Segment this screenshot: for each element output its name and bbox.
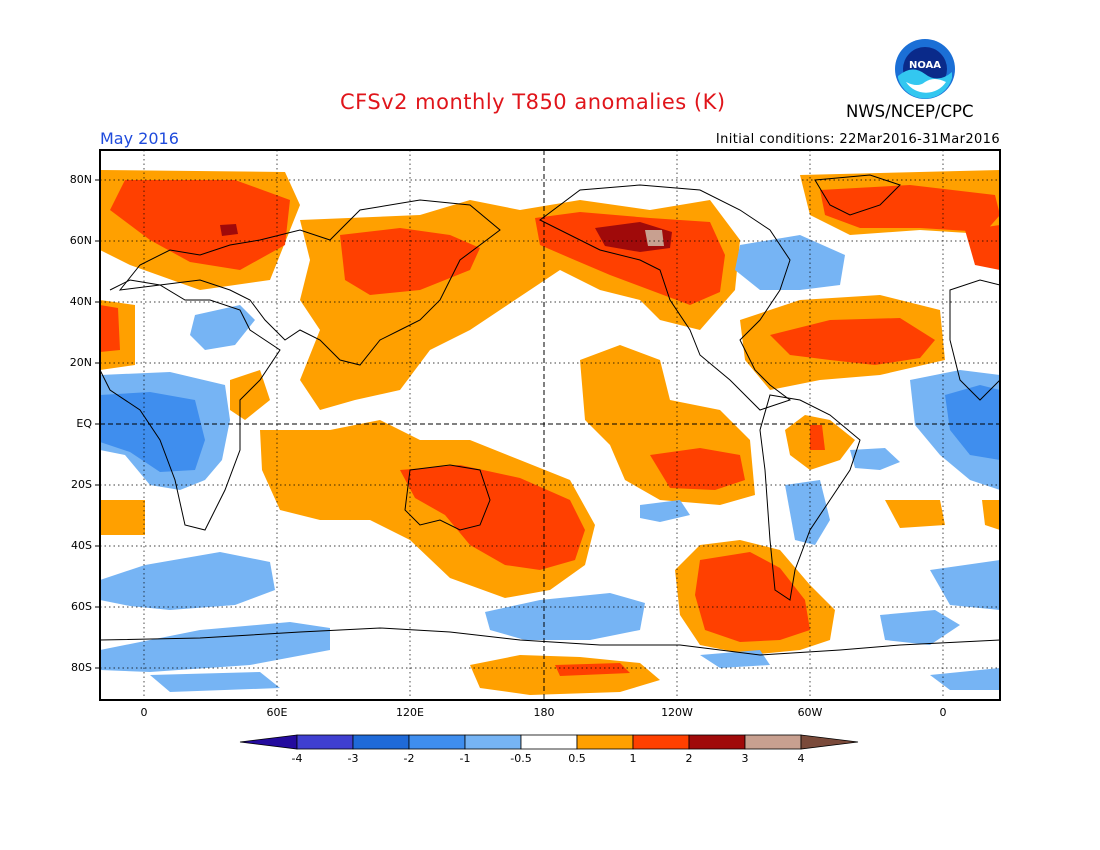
lat-tick-label: 20N — [69, 356, 92, 369]
colorbar-tick-label: 1 — [629, 752, 637, 765]
lon-tick-label: 0 — [939, 706, 947, 719]
colorbar-tick-label: -2 — [403, 752, 415, 765]
colorbar-tick-label: -3 — [347, 752, 359, 765]
colorbar-swatch — [408, 734, 466, 750]
lat-tick-label: 20S — [71, 478, 92, 491]
colorbar-arrow-low — [239, 734, 298, 750]
lat-tick-label: 40S — [71, 539, 92, 552]
colorbar-tick-label: 4 — [797, 752, 805, 765]
colorbar-tick-label: 0.5 — [568, 752, 586, 765]
colorbar-tick-label: -4 — [291, 752, 303, 765]
colorbar-swatch — [520, 734, 578, 750]
chart-title: CFSv2 monthly T850 anomalies (K) — [340, 90, 726, 114]
lat-tick-label: 40N — [69, 295, 92, 308]
lat-tick-label: 60S — [71, 600, 92, 613]
colorbar-swatch — [576, 734, 634, 750]
lat-tick-label: 80S — [71, 661, 92, 674]
map-frame — [99, 149, 1001, 701]
coastlines — [100, 174, 1000, 656]
colorbar-swatch — [296, 734, 354, 750]
colorbar-tick-label: -0.5 — [510, 752, 532, 765]
colorbar-tick-label: 2 — [685, 752, 693, 765]
colorbar-swatch — [688, 734, 746, 750]
graticule — [100, 150, 1000, 700]
colorbar-tick-label: -1 — [459, 752, 471, 765]
colorbar-swatch — [632, 734, 690, 750]
lon-tick-label: 120E — [396, 706, 424, 719]
lat-tick-label: EQ — [76, 417, 92, 430]
month-label: May 2016 — [100, 129, 179, 148]
lon-tick-label: 180 — [533, 706, 555, 719]
lon-tick-label: 0 — [140, 706, 148, 719]
anomaly-fields — [100, 150, 1000, 700]
colorbar-swatch — [744, 734, 802, 750]
agency-label: NWS/NCEP/CPC — [846, 102, 974, 121]
logo-text: NOAA — [909, 60, 941, 71]
lat-tick-label: 80N — [69, 173, 92, 186]
colorbar-swatch — [464, 734, 522, 750]
noaa-logo: NOAA — [894, 38, 956, 100]
lon-tick-label: 120W — [661, 706, 693, 719]
lon-tick-label: 60E — [266, 706, 288, 719]
colorbar — [239, 734, 859, 750]
colorbar-tick-label: 3 — [741, 752, 749, 765]
lat-tick-label: 60N — [69, 234, 92, 247]
initial-conditions: Initial conditions: 22Mar2016-31Mar2016 — [715, 132, 1000, 147]
colorbar-swatch — [352, 734, 410, 750]
lon-tick-label: 60W — [797, 706, 823, 719]
colorbar-arrow-high — [800, 734, 859, 750]
